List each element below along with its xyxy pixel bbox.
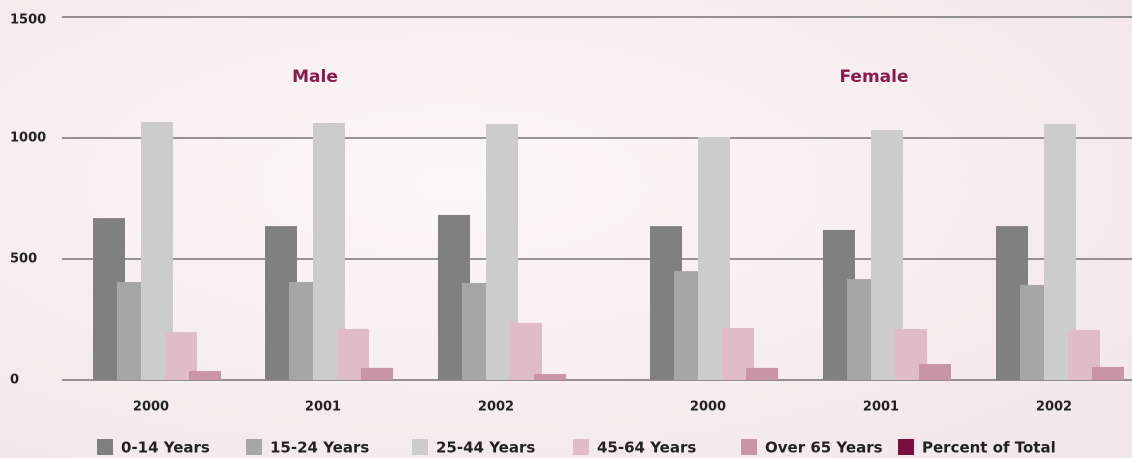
- legend-swatch: [573, 439, 589, 455]
- legend-label: 25-44 Years: [436, 439, 535, 457]
- y-tick-label: 500: [10, 252, 37, 267]
- annotation: Male: [292, 67, 338, 87]
- legend-swatch: [97, 439, 113, 455]
- bar: [746, 367, 778, 380]
- legend-label: Over 65 Years: [765, 439, 883, 457]
- legend-label: 15-24 Years: [270, 439, 369, 457]
- legend-label: 45-64 Years: [597, 439, 696, 457]
- legend-label: 0-14 Years: [121, 439, 210, 457]
- bar: [1092, 366, 1124, 380]
- y-tick-label: 1000: [10, 131, 46, 146]
- legend-label: Percent of Total: [922, 439, 1056, 457]
- bar: [510, 322, 542, 380]
- x-tick-label: 2000: [690, 400, 726, 415]
- legend-swatch: [898, 439, 914, 455]
- legend-swatch: [246, 439, 262, 455]
- legend-swatch: [412, 439, 428, 455]
- bar: [361, 367, 393, 380]
- x-tick-label: 2000: [133, 400, 169, 415]
- legend-swatch: [741, 439, 757, 455]
- x-tick-label: 2002: [478, 400, 514, 415]
- y-tick-label: 1500: [10, 13, 46, 28]
- annotation: Female: [840, 67, 909, 87]
- bar: [534, 373, 566, 380]
- bar: [189, 371, 221, 380]
- x-tick-label: 2001: [863, 400, 899, 415]
- x-tick-label: 2002: [1036, 400, 1072, 415]
- x-tick-label: 2001: [305, 400, 341, 415]
- bar: [919, 364, 951, 380]
- y-tick-label: 0: [10, 373, 19, 388]
